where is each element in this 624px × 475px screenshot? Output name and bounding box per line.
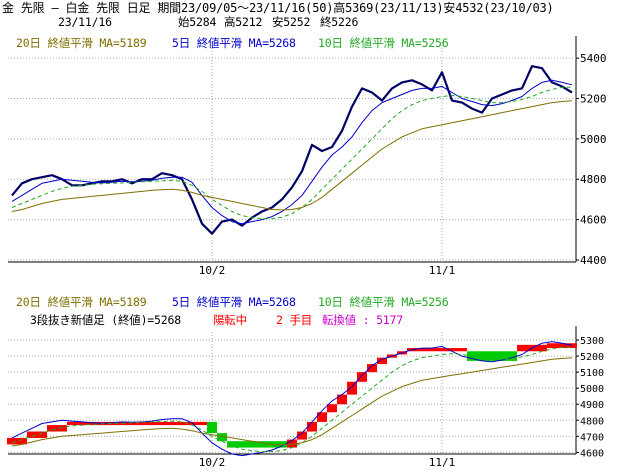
x-tick-label-bottom: 11/1 — [429, 456, 456, 469]
legend-ma20-bottom: 20日 終値平滑 MA=5189 — [16, 295, 147, 309]
renko-brick-up — [287, 439, 297, 448]
y-tick-label-top: 4400 — [580, 254, 607, 267]
renko-brick-up — [327, 404, 337, 413]
renko-brick-up — [297, 431, 307, 440]
renko-brick-up — [377, 357, 387, 365]
low-label: 安5252 — [272, 15, 311, 29]
y-tick-label-top: 5000 — [580, 133, 607, 146]
y-tick-label-bottom: 4900 — [580, 400, 604, 411]
chart-title: 金 先限 – 白金 先限 日足 期間23/09/05〜23/11/16(50)高… — [2, 1, 554, 15]
legend-ma20-top: 20日 終値平滑 MA=5189 — [16, 36, 147, 50]
y-tick-label-bottom: 5000 — [580, 384, 604, 395]
series-ma10-line-bottom — [11, 346, 573, 453]
renko-brick-up — [7, 437, 27, 445]
renko-brick-down — [467, 351, 517, 361]
renko-brick-up — [547, 343, 577, 349]
legend-ma10-bottom: 10日 終値平滑 MA=5256 — [318, 295, 449, 309]
series-price-line-top — [11, 65, 573, 235]
y-tick-label-bottom: 4600 — [580, 448, 604, 459]
step-count: 2 手目 — [276, 313, 313, 327]
renko-brick-down — [217, 433, 227, 442]
reversal-value: 転換値 : 5177 — [322, 313, 403, 327]
legend-ma5-top: 5日 終値平滑 MA=5268 — [172, 36, 296, 50]
y-tick-label-top: 4800 — [580, 173, 607, 186]
series-ma20-line-top — [11, 100, 573, 212]
renko-brick-up — [407, 348, 467, 352]
renko-brick-down — [227, 441, 287, 448]
x-tick-label-bottom: 10/2 — [199, 456, 226, 469]
renko-brick-up — [47, 425, 67, 432]
renko-brick-up — [347, 381, 357, 395]
series-ma20-line-bottom — [11, 357, 573, 447]
y-tick-label-top: 5400 — [580, 52, 607, 65]
renko-brick-up — [357, 372, 367, 382]
y-tick-label-bottom: 5300 — [580, 336, 604, 347]
y-tick-label-top: 4600 — [580, 214, 607, 227]
legend-ma10-top: 10日 終値平滑 MA=5256 — [318, 36, 449, 50]
trend-status: 陽転中 — [213, 313, 247, 327]
series-ma5-line-bottom — [11, 341, 573, 457]
x-tick-label-top: 10/2 — [199, 264, 226, 277]
renko-brick-up — [367, 364, 377, 373]
renko-brick-up — [67, 421, 207, 426]
series-ma5-line-top — [11, 79, 573, 225]
date-label: 23/11/16 — [58, 15, 112, 29]
y-tick-label-top: 5200 — [580, 93, 607, 106]
close-label: 終5226 — [320, 15, 359, 29]
y-tick-label-bottom: 5200 — [580, 352, 604, 363]
series-ma10-line-top — [11, 86, 573, 220]
y-tick-label-bottom: 4700 — [580, 432, 604, 443]
legend-ma5-bottom: 5日 終値平滑 MA=5268 — [172, 295, 296, 309]
open-label: 始5284 — [178, 15, 217, 29]
y-tick-label-bottom: 5100 — [580, 368, 604, 379]
renko-close-info: 3段抜き新値足 (終値)=5268 — [30, 313, 181, 327]
high-label: 高5212 — [224, 15, 263, 29]
y-tick-label-bottom: 4800 — [580, 416, 604, 427]
renko-brick-down — [207, 421, 217, 434]
renko-brick-up — [337, 394, 347, 405]
renko-brick-up — [317, 412, 327, 422]
x-tick-label-top: 11/1 — [429, 264, 456, 277]
renko-brick-up — [27, 431, 47, 438]
renko-brick-up — [307, 421, 317, 432]
